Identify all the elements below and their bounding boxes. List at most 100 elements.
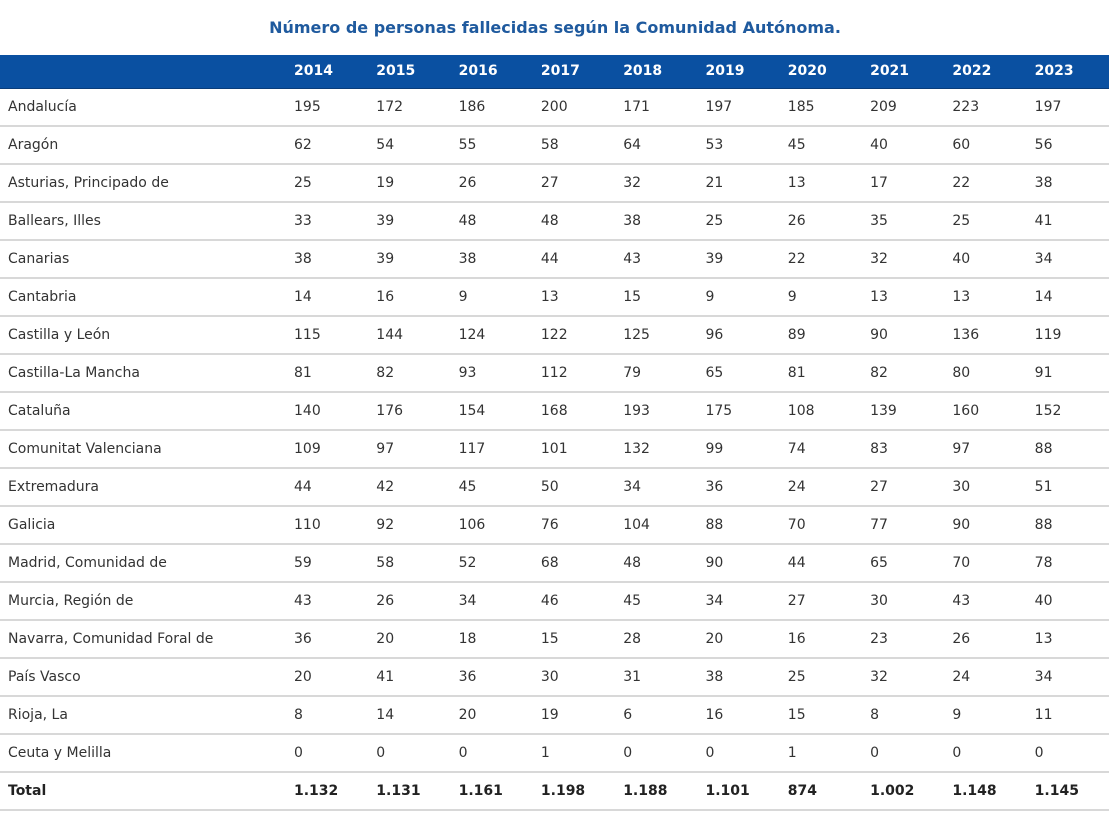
- value-cell: 13: [1026, 620, 1109, 659]
- value-cell: 36: [286, 620, 369, 659]
- value-cell: 55: [450, 126, 533, 165]
- value-cell: 193: [615, 392, 698, 431]
- value-cell: 14: [368, 696, 451, 735]
- value-cell: 44: [286, 468, 369, 507]
- value-cell: 43: [944, 582, 1027, 621]
- value-cell: 38: [286, 240, 369, 279]
- value-cell: 144: [368, 316, 451, 355]
- value-cell: 50: [532, 468, 616, 507]
- value-cell: 175: [697, 392, 780, 431]
- value-cell: 91: [1026, 354, 1109, 393]
- value-cell: 27: [532, 164, 616, 203]
- value-cell: 51: [1026, 468, 1109, 507]
- year-header-2020: 2020: [779, 55, 863, 89]
- value-cell: 1.145: [1026, 772, 1109, 811]
- value-cell: 28: [615, 620, 698, 659]
- value-cell: 40: [1026, 582, 1109, 621]
- corner-header: [0, 55, 286, 89]
- table-header: 2014 2015 2016 2017 2018 2019 2020 2021 2022 2023: [0, 55, 1109, 89]
- deaths-by-region-table: 2014 2015 2016 2017 2018 2019 2020 2021 2022 2023…: [0, 55, 1109, 811]
- value-cell: 15: [779, 696, 863, 735]
- value-cell: 25: [286, 164, 369, 203]
- page-title: Número de personas fallecidas según la C…: [269, 18, 841, 37]
- value-cell: 185: [779, 88, 863, 127]
- value-cell: 1.161: [450, 772, 533, 811]
- region-name: Andalucía: [0, 88, 286, 127]
- value-cell: 46: [532, 582, 616, 621]
- value-cell: 44: [532, 240, 616, 279]
- value-cell: 16: [368, 278, 451, 317]
- table-row: Aragón 62 54 55 58 64 53 45 40 60 56: [0, 126, 1109, 165]
- value-cell: 22: [944, 164, 1027, 203]
- value-cell: 60: [944, 126, 1027, 165]
- value-cell: 89: [779, 316, 863, 355]
- value-cell: 21: [697, 164, 780, 203]
- value-cell: 172: [368, 88, 451, 127]
- year-header-2017: 2017: [532, 55, 616, 89]
- value-cell: 62: [286, 126, 369, 165]
- value-cell: 27: [862, 468, 945, 507]
- value-cell: 0: [450, 734, 533, 773]
- region-name: Asturias, Principado de: [0, 164, 286, 203]
- value-cell: 58: [368, 544, 451, 583]
- value-cell: 6: [615, 696, 698, 735]
- value-cell: 119: [1026, 316, 1109, 355]
- table-row: Canarias 38 39 38 44 43 39 22 32 40 34: [0, 240, 1109, 279]
- value-cell: 108: [779, 392, 863, 431]
- value-cell: 96: [697, 316, 780, 355]
- value-cell: 20: [368, 620, 451, 659]
- value-cell: 200: [532, 88, 616, 127]
- value-cell: 1.132: [286, 772, 369, 811]
- value-cell: 1.002: [862, 772, 945, 811]
- value-cell: 32: [615, 164, 698, 203]
- region-name: Cataluña: [0, 392, 286, 431]
- value-cell: 101: [532, 430, 616, 469]
- value-cell: 104: [615, 506, 698, 545]
- region-name: Ballears, Illes: [0, 202, 286, 241]
- value-cell: 40: [944, 240, 1027, 279]
- value-cell: 53: [697, 126, 780, 165]
- value-cell: 136: [944, 316, 1027, 355]
- region-name: Castilla-La Mancha: [0, 354, 286, 393]
- value-cell: 197: [1026, 88, 1109, 127]
- value-cell: 195: [286, 88, 369, 127]
- table-row: Asturias, Principado de 25 19 26 27 32 21 13 17 2…: [0, 164, 1109, 203]
- value-cell: 25: [697, 202, 780, 241]
- value-cell: 34: [450, 582, 533, 621]
- value-cell: 39: [368, 202, 451, 241]
- value-cell: 0: [1026, 734, 1109, 773]
- value-cell: 160: [944, 392, 1027, 431]
- value-cell: 1: [779, 734, 863, 773]
- value-cell: 15: [615, 278, 698, 317]
- value-cell: 20: [450, 696, 533, 735]
- value-cell: 0: [615, 734, 698, 773]
- value-cell: 99: [697, 430, 780, 469]
- table-row: Andalucía 195 172 186 200 171 197 185 209 223 197: [0, 88, 1109, 127]
- table-row: Ceuta y Melilla 0 0 0 1 0 0 1 0 0 0: [0, 734, 1109, 773]
- value-cell: 48: [450, 202, 533, 241]
- table-row: Extremadura 44 42 45 50 34 36 24 27 30 51: [0, 468, 1109, 507]
- value-cell: 1.198: [532, 772, 616, 811]
- value-cell: 93: [450, 354, 533, 393]
- value-cell: 15: [532, 620, 616, 659]
- value-cell: 97: [944, 430, 1027, 469]
- value-cell: 186: [450, 88, 533, 127]
- value-cell: 34: [1026, 658, 1109, 697]
- value-cell: 70: [779, 506, 863, 545]
- value-cell: 117: [450, 430, 533, 469]
- table-row: Madrid, Comunidad de 59 58 52 68 48 90 44 65 70 78: [0, 544, 1109, 583]
- region-name: Aragón: [0, 126, 286, 165]
- value-cell: 78: [1026, 544, 1109, 583]
- value-cell: 74: [779, 430, 863, 469]
- value-cell: 97: [368, 430, 451, 469]
- region-name: País Vasco: [0, 658, 286, 697]
- value-cell: 88: [1026, 430, 1109, 469]
- value-cell: 110: [286, 506, 369, 545]
- value-cell: 8: [862, 696, 945, 735]
- value-cell: 124: [450, 316, 533, 355]
- year-header-2022: 2022: [944, 55, 1027, 89]
- value-cell: 31: [615, 658, 698, 697]
- value-cell: 65: [862, 544, 945, 583]
- year-header-2018: 2018: [615, 55, 698, 89]
- table-row: Navarra, Comunidad Foral de 36 20 18 15 28 20 1…: [0, 620, 1109, 659]
